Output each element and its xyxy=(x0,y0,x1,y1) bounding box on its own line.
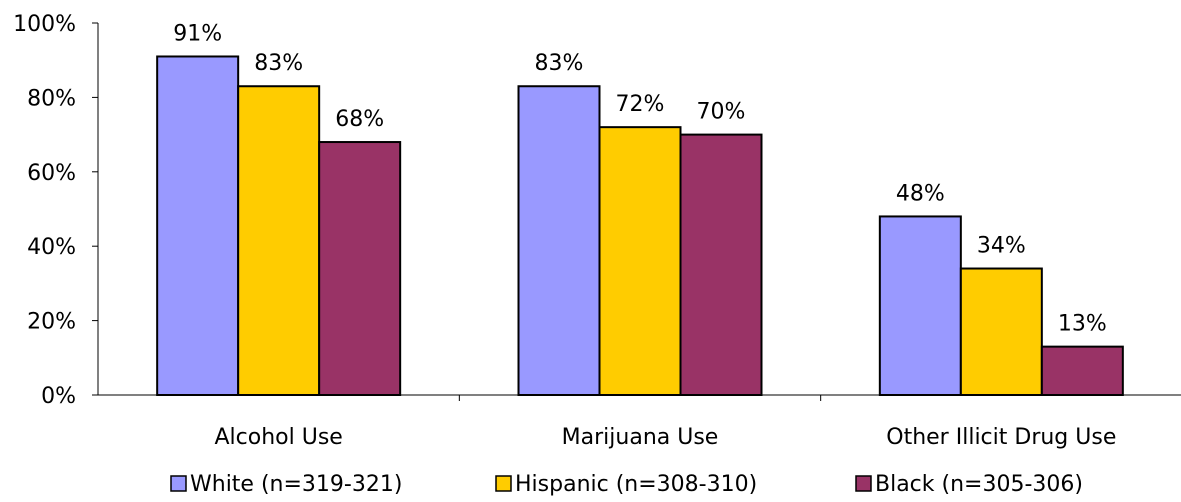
data-label: 83% xyxy=(535,51,584,76)
data-label: 68% xyxy=(335,107,384,132)
y-tick-label: 0% xyxy=(41,384,76,409)
y-tick-label: 60% xyxy=(27,161,76,186)
legend-label: Hispanic (n=308-310) xyxy=(515,472,757,497)
data-label: 13% xyxy=(1058,312,1107,337)
legend-label: Black (n=305-306) xyxy=(875,472,1083,497)
y-tick-label: 40% xyxy=(27,235,76,260)
x-category-label: Alcohol Use xyxy=(215,425,343,450)
data-label: 34% xyxy=(977,234,1026,259)
bar xyxy=(679,133,763,396)
bar xyxy=(156,55,240,396)
bars xyxy=(156,55,1124,397)
bar xyxy=(318,141,402,396)
bar xyxy=(237,85,321,397)
data-label: 70% xyxy=(697,100,746,125)
data-label: 48% xyxy=(896,181,945,206)
data-label: 72% xyxy=(616,92,665,117)
y-tick-label: 80% xyxy=(27,86,76,111)
data-label: 91% xyxy=(173,21,222,46)
bar xyxy=(517,85,601,397)
legend-swatch xyxy=(170,475,187,492)
data-labels: 91% 83% 68% 83% 72% 70% 48% 34% 13% xyxy=(173,21,1107,336)
x-category-label: Marijuana Use xyxy=(562,425,719,450)
x-category-label: Other Illicit Drug Use xyxy=(886,425,1116,450)
bar xyxy=(1040,345,1124,397)
bar xyxy=(878,215,962,396)
y-tick-label: 20% xyxy=(27,310,76,335)
legend-swatch xyxy=(855,475,872,492)
data-label: 83% xyxy=(254,51,303,76)
legend: White (n=319-321) Hispanic (n=308-310) Bla… xyxy=(170,472,1083,497)
axes: 0% 20% 40% 60% 80% 100% Alcohol Use Marijuana U… xyxy=(13,12,1181,450)
legend-swatch xyxy=(495,475,512,492)
bar xyxy=(959,267,1043,396)
bar xyxy=(598,126,682,396)
legend-label: White (n=319-321) xyxy=(190,472,402,497)
y-tick-label: 100% xyxy=(13,12,76,37)
